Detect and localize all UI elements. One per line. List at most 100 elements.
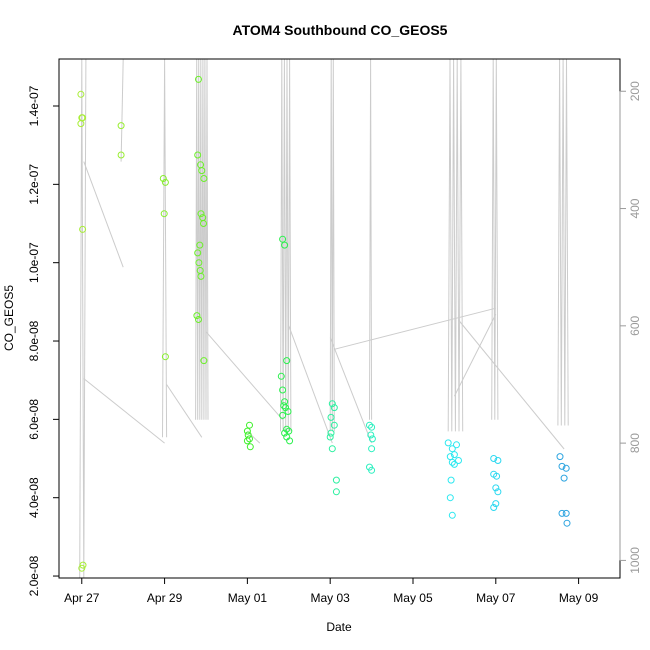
flight-path-segment xyxy=(205,331,283,421)
data-point xyxy=(327,429,335,437)
data-point xyxy=(194,151,202,159)
flight-path-segment xyxy=(162,58,168,438)
y-tick-label: 6.0e-08 xyxy=(27,399,41,440)
y-axis-title: CO_GEOS5 xyxy=(2,285,16,351)
data-point xyxy=(366,421,373,429)
series-group xyxy=(326,400,340,496)
right-tick-label: 1000 xyxy=(628,547,642,574)
data-point xyxy=(283,425,291,433)
data-point xyxy=(558,509,566,517)
data-point xyxy=(196,241,204,249)
data-point xyxy=(455,457,462,464)
data-point xyxy=(328,445,336,453)
data-point xyxy=(556,453,564,461)
data-point xyxy=(448,445,456,453)
data-point xyxy=(332,488,340,496)
data-point xyxy=(447,476,455,484)
series-group xyxy=(117,122,125,159)
y-tick-label: 8.0e-08 xyxy=(27,320,41,361)
data-point xyxy=(330,404,338,412)
x-tick-label: May 07 xyxy=(476,591,516,605)
x-axis: Apr 27 Apr 29 May 01 May 03 May 05 May 07 May … xyxy=(64,577,599,605)
y-tick-label: 1.2e-07 xyxy=(27,164,41,205)
data-point xyxy=(448,458,456,466)
data-point xyxy=(79,225,87,233)
series-group xyxy=(490,455,502,511)
data-point xyxy=(368,445,376,453)
series-group xyxy=(193,75,208,365)
data-point xyxy=(246,435,253,443)
flight-path-segment xyxy=(491,58,499,420)
y-tick-label: 1.4e-07 xyxy=(27,85,41,126)
y-axis: 2.0e-08 4.0e-08 6.0e-08 8.0e-08 1.0e-07 1.2e-… xyxy=(27,85,60,596)
data-point xyxy=(490,504,498,511)
right-tick-label: 200 xyxy=(628,81,642,101)
data-point xyxy=(327,413,335,421)
flight-path-segment xyxy=(288,325,333,444)
data-point xyxy=(284,408,292,415)
data-point xyxy=(326,433,334,441)
data-point xyxy=(277,372,285,380)
x-tick-label: May 09 xyxy=(559,591,599,605)
y-tick-label: 2.0e-08 xyxy=(27,555,41,596)
data-point xyxy=(286,437,294,445)
data-point xyxy=(493,472,501,480)
data-point xyxy=(243,437,251,445)
data-point xyxy=(279,411,287,419)
series-group xyxy=(556,453,571,527)
flight-path-segment xyxy=(83,161,124,268)
flight-path-segment xyxy=(369,58,373,420)
data-point xyxy=(448,511,456,519)
data-point xyxy=(195,259,203,267)
data-point xyxy=(368,423,376,431)
data-point xyxy=(200,220,207,227)
data-point xyxy=(328,400,336,408)
data-point xyxy=(159,175,167,182)
flight-path-segment xyxy=(195,58,209,420)
x-tick-label: May 05 xyxy=(393,591,433,605)
data-point xyxy=(200,175,208,182)
data-point xyxy=(332,476,340,484)
data-point xyxy=(444,439,452,447)
data-point xyxy=(79,561,87,569)
data-point xyxy=(279,386,287,394)
data-point xyxy=(246,421,253,429)
data-point xyxy=(490,455,498,462)
x-tick-label: Apr 27 xyxy=(64,591,100,605)
data-point xyxy=(285,427,293,435)
data-point xyxy=(197,210,205,218)
data-point xyxy=(77,120,85,128)
data-point xyxy=(562,464,570,472)
data-point xyxy=(330,421,338,429)
data-point xyxy=(194,249,202,257)
chart-title: ATOM4 Southbound CO_GEOS5 xyxy=(233,22,448,38)
series-group xyxy=(159,175,169,361)
flight-path-layer xyxy=(79,58,569,579)
data-point xyxy=(494,457,502,464)
data-point xyxy=(198,167,206,175)
data-point xyxy=(446,494,454,502)
flight-path-segment xyxy=(334,307,496,350)
data-point xyxy=(78,564,86,572)
x-tick-label: May 01 xyxy=(228,591,268,605)
data-point xyxy=(195,75,202,83)
data-point xyxy=(160,210,168,218)
data-point xyxy=(492,484,500,492)
x-tick-label: May 03 xyxy=(311,591,351,605)
data-points-layer xyxy=(77,75,571,572)
data-point xyxy=(368,466,376,474)
right-pressure-axis: 200 400 600 800 1000 xyxy=(619,81,642,574)
data-point xyxy=(246,443,254,451)
data-point xyxy=(281,429,289,437)
data-point xyxy=(280,402,288,410)
data-point xyxy=(558,462,566,470)
x-tick-label: Apr 29 xyxy=(147,591,183,605)
flight-path-segment xyxy=(453,313,497,397)
flight-path-segment xyxy=(166,384,203,438)
plot-frame xyxy=(58,58,621,579)
data-point xyxy=(193,312,201,320)
data-point xyxy=(161,353,169,361)
data-point xyxy=(244,431,252,439)
data-point xyxy=(562,509,570,517)
